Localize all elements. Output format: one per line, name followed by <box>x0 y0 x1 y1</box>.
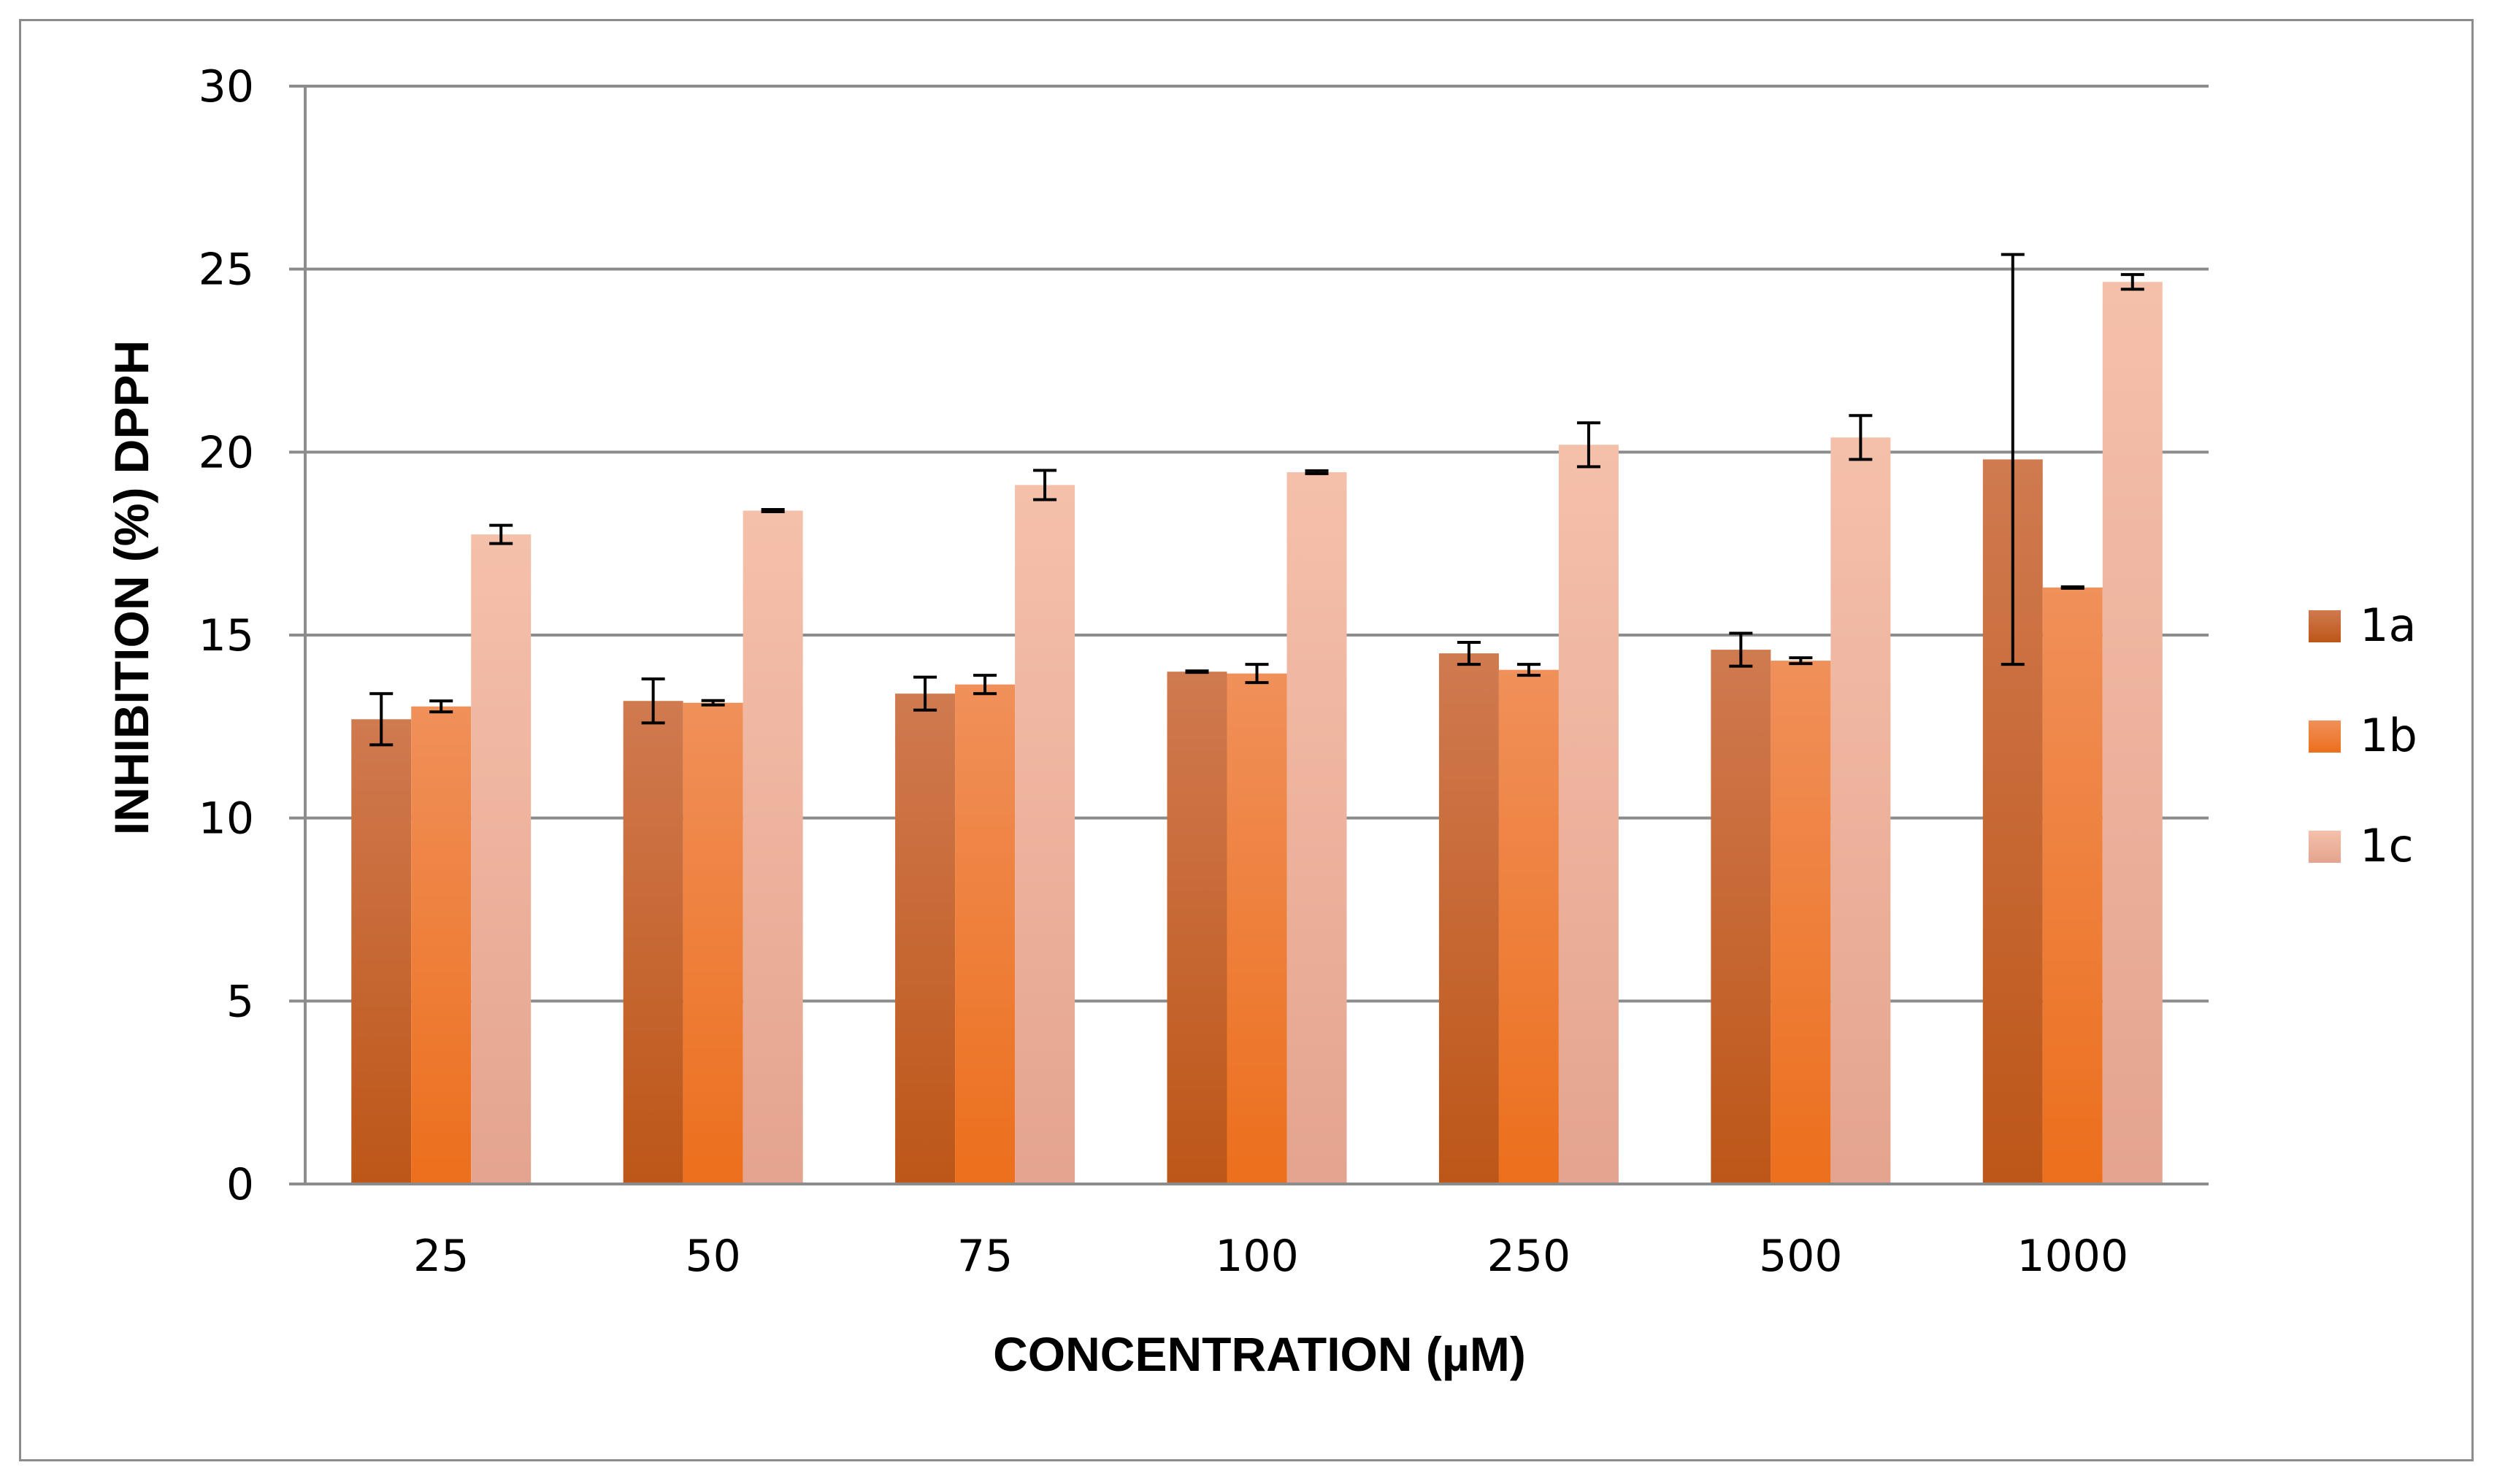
error-bar-1b-250 <box>1516 663 1541 677</box>
x-tick-label-50: 50 <box>685 1231 740 1282</box>
error-bar-1c-250 <box>1576 421 1600 469</box>
bar-1a-500 <box>1711 650 1771 1184</box>
bar-1c-250 <box>1558 445 1619 1184</box>
error-bar-1c-500 <box>1849 414 1873 461</box>
x-tick-label-250: 250 <box>1487 1231 1571 1282</box>
y-axis-title: INHIBITION (%) DPPH <box>104 340 158 835</box>
legend-label-1c: 1c <box>2360 819 2414 872</box>
error-bar-1a-75 <box>913 675 937 712</box>
error-bar-1a-100 <box>1185 669 1209 674</box>
error-bar-1c-75 <box>1033 469 1057 501</box>
error-bar-1c-50 <box>761 508 785 514</box>
legend-swatch-1b <box>2309 720 2341 753</box>
bar-1b-50 <box>683 702 743 1184</box>
legend-item-1c: 1c <box>2309 819 2414 872</box>
bar-1c-75 <box>1015 485 1075 1184</box>
bar-1c-1000 <box>2102 282 2163 1184</box>
error-bar-1b-500 <box>1789 656 1813 666</box>
x-tick-label-1000: 1000 <box>2017 1231 2128 1282</box>
error-bar-1a-50 <box>641 677 665 725</box>
bar-1a-250 <box>1438 653 1499 1184</box>
error-bar-1b-25 <box>429 699 453 714</box>
bar-1b-250 <box>1498 669 1559 1184</box>
bar-1b-1000 <box>2042 587 2103 1184</box>
error-bar-1a-500 <box>1729 631 1753 668</box>
bar-1c-500 <box>1830 437 1891 1184</box>
bar-1b-500 <box>1771 661 1831 1184</box>
y-tick-label-30: 30 <box>199 61 254 112</box>
bar-1b-75 <box>955 684 1016 1184</box>
error-bar-1c-25 <box>489 523 513 545</box>
x-tick-label-75: 75 <box>957 1231 1013 1282</box>
error-bar-1b-1000 <box>2060 585 2084 590</box>
bar-1b-100 <box>1227 673 1287 1184</box>
error-bar-1a-1000 <box>2001 253 2025 666</box>
legend-swatch-1a <box>2309 610 2341 642</box>
error-bar-1b-75 <box>973 674 997 696</box>
legend-item-1a: 1a <box>2309 599 2416 652</box>
error-bar-1c-100 <box>1305 469 1329 475</box>
y-tick-label-20: 20 <box>199 427 254 478</box>
legend-swatch-1c <box>2309 831 2341 863</box>
error-bar-1a-25 <box>369 692 394 747</box>
bar-1a-25 <box>351 719 412 1184</box>
bar-1c-100 <box>1286 472 1347 1184</box>
bar-1a-50 <box>623 701 683 1184</box>
y-tick-label-5: 5 <box>226 976 254 1027</box>
y-tick-label-0: 0 <box>226 1159 254 1210</box>
y-tick-label-10: 10 <box>199 793 254 845</box>
x-tick-label-100: 100 <box>1215 1231 1299 1282</box>
x-tick-label-500: 500 <box>1759 1231 1843 1282</box>
bar-1b-25 <box>411 706 472 1184</box>
y-tick-label-15: 15 <box>199 610 254 661</box>
bar-1a-100 <box>1167 672 1227 1184</box>
bar-1c-50 <box>743 510 803 1184</box>
x-tick-label-25: 25 <box>413 1231 469 1282</box>
legend-label-1b: 1b <box>2360 709 2417 762</box>
x-axis-title: CONCENTRATION (µM) <box>993 1327 1526 1381</box>
error-bar-1c-1000 <box>2120 273 2144 291</box>
bar-1c-25 <box>471 534 532 1184</box>
legend-item-1b: 1b <box>2309 709 2417 762</box>
y-tick-label-25: 25 <box>199 245 254 296</box>
error-bar-1b-100 <box>1245 663 1269 685</box>
error-bar-1b-50 <box>701 699 725 707</box>
legend-label-1a: 1a <box>2360 599 2416 652</box>
bar-1a-75 <box>895 693 956 1184</box>
error-bar-1a-250 <box>1457 641 1481 666</box>
